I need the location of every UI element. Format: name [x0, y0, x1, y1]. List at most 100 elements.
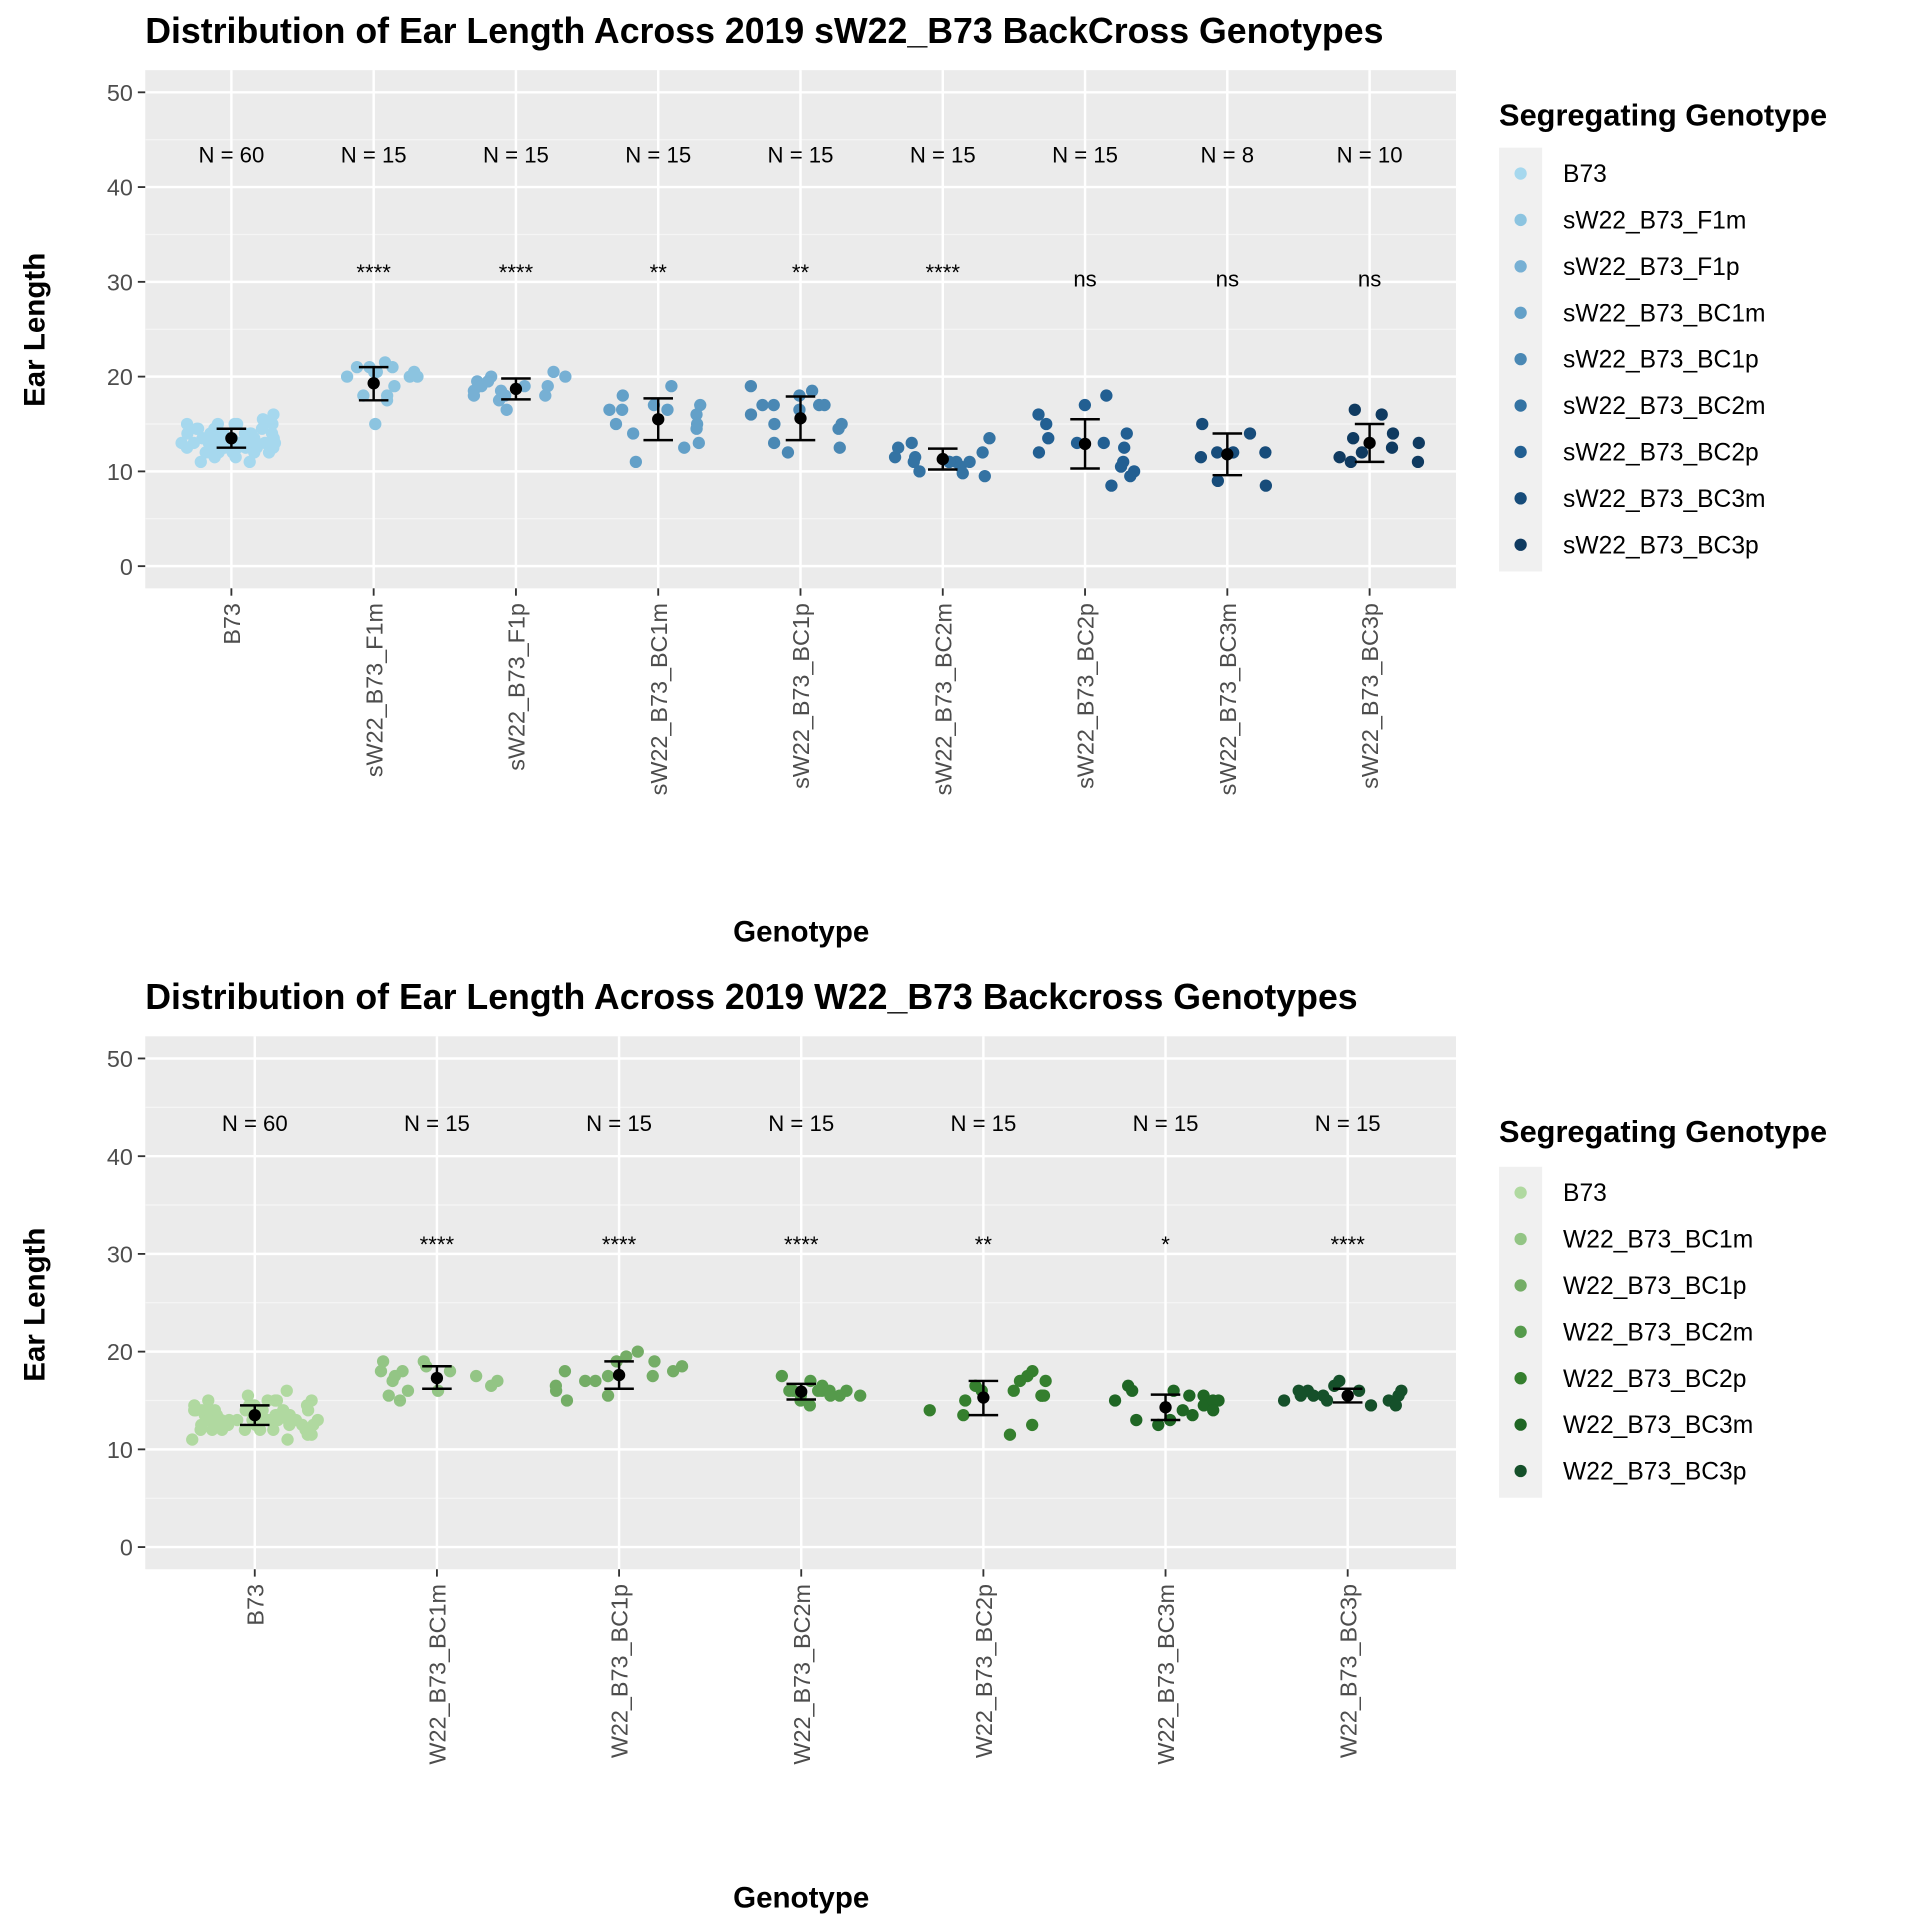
data-point: [1194, 451, 1208, 464]
data-point: [388, 379, 401, 393]
data-point: [1120, 427, 1133, 440]
data-point: [386, 360, 399, 374]
data-point: [1035, 1389, 1048, 1402]
legend-label: sW22_B73_BC2p: [1563, 440, 1759, 467]
data-point: [1328, 1379, 1341, 1392]
mean-point: [367, 377, 380, 390]
legend-label: W22_B73_BC1m: [1563, 1227, 1753, 1254]
significance-label: ****: [926, 260, 961, 285]
data-point: [1097, 436, 1110, 450]
legend-key-dot: [1514, 492, 1527, 505]
data-point: [210, 1413, 223, 1427]
data-point: [230, 417, 244, 431]
data-point: [1003, 1428, 1017, 1441]
data-point: [388, 1369, 402, 1383]
significance-label: ****: [784, 1232, 819, 1257]
data-point: [1364, 1399, 1378, 1412]
data-point: [560, 1394, 574, 1407]
n-label: N = 60: [198, 142, 264, 167]
data-point: [913, 465, 926, 478]
data-point: [201, 1404, 215, 1417]
data-point: [616, 389, 629, 402]
data-point: [892, 441, 905, 454]
data-point: [1100, 389, 1113, 402]
data-point: [357, 389, 370, 402]
data-point: [469, 1369, 483, 1383]
n-label: N = 15: [404, 1111, 470, 1136]
mean-point: [1221, 448, 1234, 461]
data-point: [369, 417, 382, 431]
data-point: [579, 1374, 592, 1388]
data-point: [609, 417, 623, 431]
data-point: [267, 432, 280, 445]
data-point: [262, 446, 276, 459]
data-point: [1395, 1384, 1408, 1397]
legend-key-dot: [1514, 1372, 1527, 1385]
data-point: [1114, 460, 1128, 473]
data-point: [215, 1423, 229, 1436]
data-point: [1411, 455, 1425, 469]
legend-label: sW22_B73_BC1m: [1563, 300, 1765, 327]
x-tick-label: W22_B73_BC2m: [789, 1584, 815, 1765]
chart-title: Distribution of Ear Length Across 2019 W…: [145, 977, 1357, 1017]
data-point: [195, 1418, 208, 1432]
data-point: [382, 1389, 395, 1402]
mean-point: [1159, 1401, 1172, 1414]
legend-label: B73: [1563, 1180, 1607, 1207]
data-point: [963, 455, 976, 469]
significance-label: ****: [356, 260, 391, 285]
data-point: [280, 1384, 293, 1397]
data-point: [976, 446, 989, 459]
data-point: [541, 379, 554, 393]
data-point: [255, 422, 269, 435]
data-point: [1333, 451, 1346, 464]
data-point: [629, 455, 643, 469]
data-point: [813, 398, 826, 412]
legend-key-dot: [1514, 1325, 1527, 1338]
data-point: [1389, 1399, 1402, 1412]
data-point: [1206, 1394, 1220, 1407]
data-point: [1243, 427, 1257, 440]
data-point: [1039, 1374, 1052, 1388]
data-point: [648, 1355, 661, 1368]
x-tick-label: sW22_B73_F1p: [504, 603, 530, 771]
data-point: [261, 1394, 274, 1407]
data-point: [1277, 1394, 1291, 1407]
data-point: [539, 389, 552, 402]
data-point: [283, 1408, 296, 1422]
data-point: [485, 1379, 498, 1392]
mean-point: [1363, 436, 1376, 450]
data-point: [1344, 455, 1358, 469]
data-point: [243, 455, 256, 469]
legend-key-dot: [1514, 213, 1527, 227]
data-point: [256, 413, 270, 426]
data-point: [241, 1389, 255, 1402]
data-point: [549, 1384, 563, 1397]
x-tick-label: sW22_B73_F1m: [361, 603, 387, 777]
data-point: [181, 427, 194, 440]
data-point: [1317, 1389, 1330, 1402]
data-point: [203, 446, 216, 459]
data-point: [1042, 432, 1055, 445]
data-point: [905, 436, 918, 450]
legend-label: B73: [1563, 161, 1607, 188]
data-point: [631, 1345, 644, 1358]
data-point: [805, 384, 819, 397]
chart-title: Distribution of Ear Length Across 2019 s…: [145, 11, 1383, 51]
mean-point: [652, 413, 665, 426]
data-point: [854, 1389, 867, 1402]
data-point: [804, 1374, 817, 1388]
significance-label: ns: [1216, 267, 1239, 292]
data-point: [1375, 408, 1388, 421]
data-point: [661, 403, 674, 416]
legend-key-dot: [1514, 445, 1527, 459]
data-point: [783, 1384, 796, 1397]
x-tick-label: W22_B73_BC1m: [425, 1584, 451, 1765]
legend-label: W22_B73_BC2m: [1563, 1319, 1753, 1346]
mean-point: [1078, 437, 1092, 451]
data-point: [202, 1394, 215, 1407]
n-label: N = 15: [1133, 1111, 1199, 1136]
n-label: N = 15: [625, 142, 691, 167]
data-point: [1124, 469, 1137, 483]
legend-label: sW22_B73_F1m: [1563, 208, 1746, 235]
